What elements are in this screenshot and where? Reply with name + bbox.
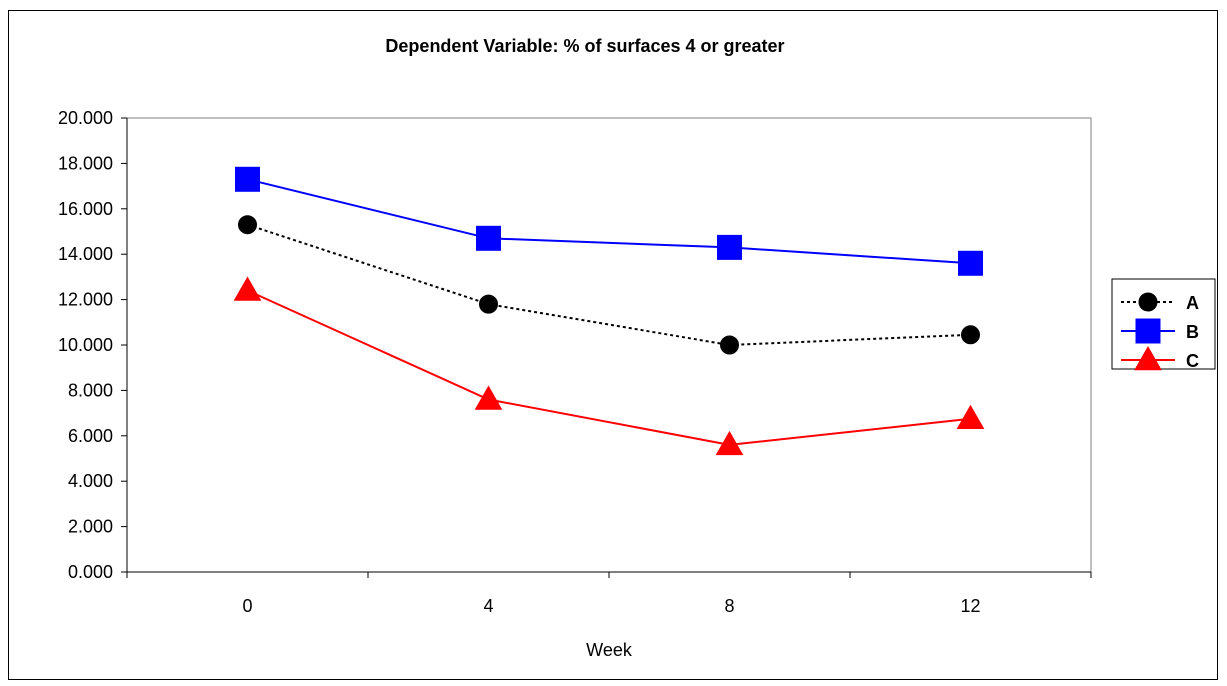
x-tick-label: 8: [724, 596, 734, 616]
y-tick-label: 10.000: [58, 335, 113, 355]
legend-entry-b: B: [1121, 318, 1199, 344]
chart-title: Dependent Variable: % of surfaces 4 or g…: [385, 36, 784, 56]
series-b-point: [476, 225, 501, 251]
legend-swatch-marker: [1138, 292, 1158, 312]
legend-box: [1111, 278, 1216, 370]
series-a: [238, 215, 980, 355]
series-c-line: [247, 289, 971, 446]
legend-entry-c: C: [1121, 345, 1199, 371]
series-a-point: [238, 215, 257, 235]
legend-entry-a: A: [1121, 292, 1199, 313]
x-axis-title: Week: [586, 640, 633, 660]
legend-swatch-marker: [1135, 318, 1161, 344]
y-tick-label: 18.000: [58, 153, 113, 173]
y-tick-label: 8.000: [68, 380, 113, 400]
y-tick-label: 6.000: [68, 426, 113, 446]
x-tick-label: 0: [242, 596, 252, 616]
legend-label-c: C: [1186, 351, 1199, 371]
x-tick-label: 4: [483, 596, 493, 616]
series-c-point: [233, 276, 262, 301]
series-a-point: [720, 335, 739, 355]
series-a-point: [479, 294, 498, 314]
y-tick-label: 4.000: [68, 471, 113, 491]
series-c-point: [474, 385, 503, 410]
legend-swatch-marker: [1134, 345, 1162, 371]
y-tick-label: 12.000: [58, 290, 113, 310]
series-c-point: [715, 430, 744, 456]
y-tick-label: 0.000: [68, 562, 113, 582]
y-tick-label: 2.000: [68, 517, 113, 537]
series-b: [235, 166, 983, 276]
x-axis-ticks: 0 4 8 12: [126, 572, 1092, 616]
series-b-point: [235, 166, 260, 192]
legend: ABC: [1111, 278, 1216, 371]
y-tick-label: 14.000: [58, 244, 113, 264]
y-tick-label: 16.000: [58, 199, 113, 219]
legend-label-a: A: [1186, 293, 1199, 313]
series-a-point: [961, 325, 980, 345]
y-tick-label: 20.000: [58, 108, 113, 128]
series-b-line: [247, 178, 971, 265]
series-b-point: [958, 250, 983, 276]
series-c-point: [956, 404, 985, 430]
plot-area: [126, 117, 1092, 573]
series-c: [233, 276, 985, 456]
series-layer: [233, 166, 985, 456]
x-tick-label: 12: [960, 596, 980, 616]
series-b-point: [717, 234, 742, 260]
legend-label-b: B: [1186, 322, 1199, 342]
series-a-line: [247, 223, 971, 347]
y-axis-ticks: 0.000 2.000 4.000 6.000 8.000 10.000 12.000 14.…: [58, 108, 127, 582]
